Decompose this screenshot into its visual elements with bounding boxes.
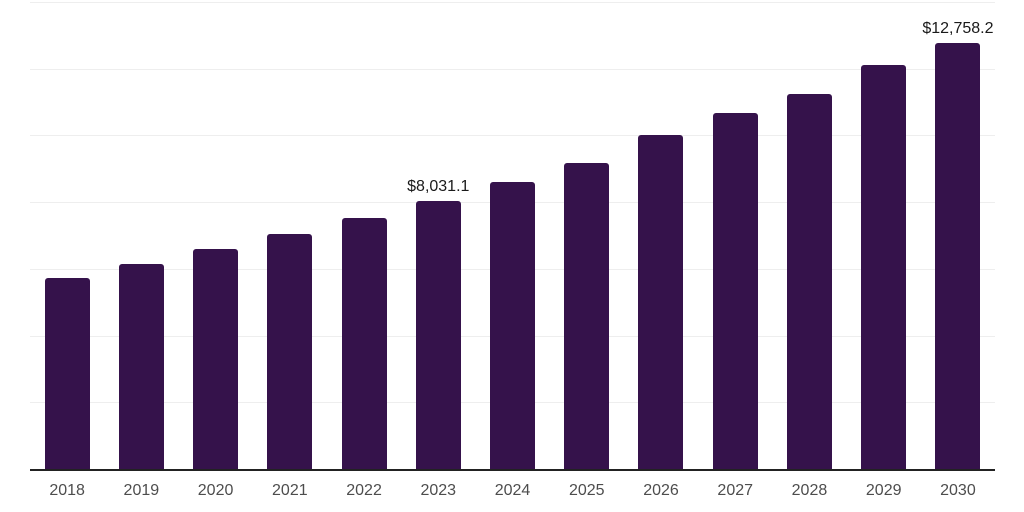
plot-area: $8,031.1 $12,758.2 — [30, 2, 995, 471]
bar-group-2021 — [253, 2, 327, 469]
x-tick-label-2020: 2020 — [197, 482, 234, 499]
bar-2024 — [490, 182, 536, 469]
x-tick-label-2023: 2023 — [420, 482, 457, 499]
x-tick-label-2026: 2026 — [643, 482, 679, 499]
x-tick-label-2022: 2022 — [346, 482, 382, 499]
bar-group-2022 — [327, 2, 401, 469]
bar-2020 — [193, 249, 239, 469]
bar-2018 — [44, 277, 90, 469]
bar-group-2029 — [847, 2, 921, 469]
x-tick-label-2019: 2019 — [123, 482, 160, 499]
x-tick-label-2028: 2028 — [791, 482, 828, 499]
bar-2025 — [564, 163, 610, 469]
bar-group-2030: $12,758.2 — [921, 2, 995, 469]
bar-group-2019 — [104, 2, 178, 469]
x-tick-label-2018: 2018 — [49, 482, 85, 499]
bar-group-2020 — [178, 2, 252, 469]
bar-value-label: $8,031.1 — [407, 178, 470, 196]
x-tick-label-2029: 2029 — [865, 482, 902, 499]
bar-2021 — [267, 233, 313, 469]
bar-group-2024 — [475, 2, 549, 469]
x-tick-label-2030: 2030 — [940, 482, 976, 499]
bar-group-2018 — [30, 2, 104, 469]
bar-2029 — [861, 65, 907, 469]
x-tick-label-2027: 2027 — [717, 482, 754, 499]
bar-2022 — [341, 217, 387, 469]
bar-2030: $12,758.2 — [922, 20, 994, 469]
bar-group-2025 — [550, 2, 624, 469]
x-tick-label-2025: 2025 — [568, 482, 605, 499]
bar-2019 — [118, 264, 164, 469]
bar-group-2027 — [698, 2, 772, 469]
bar-2027 — [712, 113, 758, 469]
gridline — [30, 68, 995, 70]
bar-2023: $8,031.1 — [407, 178, 469, 469]
x-tick-label-2024: 2024 — [494, 482, 531, 499]
bar-2028 — [786, 93, 832, 469]
x-tick-label-2021: 2021 — [272, 482, 308, 499]
bar-value-label: $12,758.2 — [922, 20, 994, 38]
bars-row: $8,031.1 $12,758.2 — [30, 2, 995, 469]
bar-2026 — [638, 135, 684, 469]
bar-group-2023: $8,031.1 — [401, 2, 475, 469]
gridline — [30, 135, 995, 137]
bar-group-2028 — [772, 2, 846, 469]
gridline — [30, 2, 995, 3]
bar-group-2026 — [624, 2, 698, 469]
x-axis: 2018 2019 2020 2021 2022 2023 2024 2025 … — [30, 481, 995, 501]
